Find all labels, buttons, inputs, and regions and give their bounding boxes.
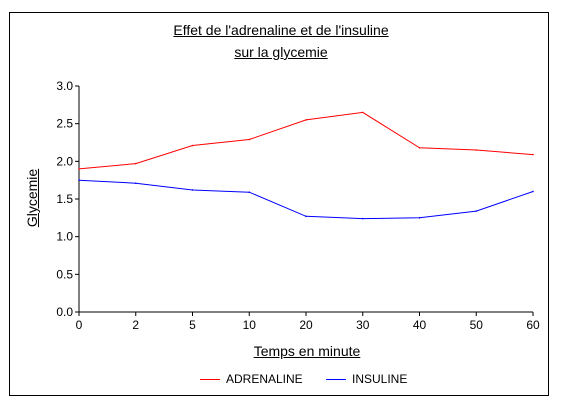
x-tick-label: 40 (413, 318, 427, 332)
x-tick-label: 5 (189, 318, 196, 332)
y-tick-label: 2.5 (56, 117, 73, 131)
data-point-adrenaline (248, 138, 251, 141)
x-tick-label: 60 (526, 318, 540, 332)
data-point-adrenaline (361, 111, 364, 114)
x-tick-label: 2 (132, 318, 139, 332)
y-axis-label: Glycemie (24, 168, 40, 228)
y-tick-label: 0.0 (56, 305, 73, 319)
data-point-adrenaline (78, 168, 80, 170)
data-point-insuline (191, 189, 194, 191)
legend-item-adrenaline: ADRENALINE (200, 372, 303, 386)
data-point-insuline (78, 179, 80, 181)
data-point-adrenaline (532, 153, 534, 156)
legend-item-insuline: INSULINE (326, 372, 407, 386)
x-axis-label: Temps en minute (253, 343, 361, 359)
data-point-adrenaline (134, 162, 137, 165)
data-point-adrenaline (475, 149, 478, 151)
legend-label-adrenaline: ADRENALINE (226, 372, 303, 386)
data-point-insuline (532, 190, 534, 193)
y-tick-label: 0.5 (56, 267, 73, 281)
y-tick-label: 1.5 (56, 192, 73, 206)
data-point-insuline (248, 191, 251, 194)
data-point-insuline (134, 182, 137, 184)
x-tick-label: 10 (243, 318, 257, 332)
series-line-adrenaline (78, 111, 534, 170)
data-point-insuline (475, 210, 478, 212)
y-tick-label: 3.0 (56, 79, 73, 93)
data-point-adrenaline (418, 146, 421, 149)
series-line-insuline (78, 179, 534, 220)
data-point-insuline (361, 217, 364, 220)
x-tick-label: 20 (299, 318, 313, 332)
y-tick-label: 1.0 (56, 230, 73, 244)
data-point-insuline (305, 215, 307, 218)
data-point-adrenaline (191, 144, 194, 147)
legend-label-insuline: INSULINE (352, 372, 408, 386)
data-point-adrenaline (305, 119, 307, 121)
x-tick-label: 50 (470, 318, 484, 332)
chart-title-line1: Effet de l'adrenaline et de l'insuline (173, 22, 389, 38)
chart-title-line2: sur la glycemie (234, 44, 328, 60)
chart-frame (9, 12, 549, 396)
legend-line-adrenaline (200, 379, 220, 381)
data-point-insuline (418, 217, 421, 219)
x-tick-label: 0 (76, 318, 83, 332)
x-tick-label: 30 (356, 318, 370, 332)
legend-line-insuline (326, 379, 346, 381)
y-tick-label: 2.0 (56, 154, 73, 168)
